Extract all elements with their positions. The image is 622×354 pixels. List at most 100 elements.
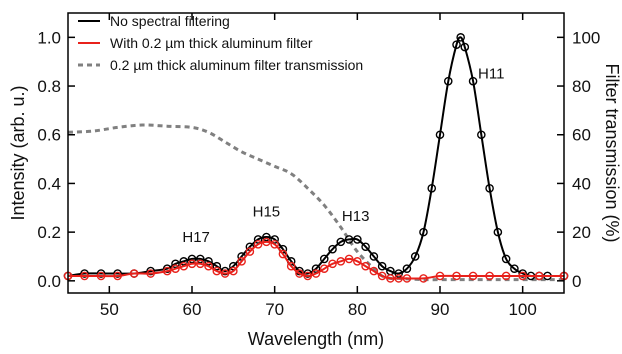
y2-axis-title: Filter transmission (%) xyxy=(602,63,622,242)
unfiltered-data-point xyxy=(456,33,465,42)
y2-tick-label: 40 xyxy=(572,174,591,193)
filtered-data-point xyxy=(80,271,89,281)
y-tick-label: 1.0 xyxy=(37,28,61,47)
unfiltered-data-point xyxy=(80,269,89,278)
unfiltered-data-point xyxy=(460,42,470,52)
unfiltered-data-point xyxy=(204,257,213,266)
unfiltered-data-point xyxy=(501,254,511,264)
filtered-data-point xyxy=(129,269,139,278)
filtered-data-point xyxy=(328,259,337,269)
unfiltered-data-point xyxy=(394,269,403,278)
filtered-data-point xyxy=(229,266,238,276)
unfiltered-data-point xyxy=(419,227,428,237)
filtered-data-point xyxy=(452,271,461,281)
unfiltered-data-point xyxy=(377,261,387,271)
unfiltered-data-point xyxy=(220,266,230,276)
y-tick-label: 0.2 xyxy=(37,223,61,242)
unfiltered-data-point xyxy=(113,269,122,278)
filtered-data-point xyxy=(295,269,304,278)
filtered-data-point xyxy=(262,237,271,247)
filtered-data-point xyxy=(253,240,263,249)
transmission-series-line xyxy=(67,123,564,282)
filtered-data-point xyxy=(286,261,296,271)
filtered-series-group xyxy=(63,237,569,283)
filtered-data-point xyxy=(146,269,155,278)
filtered-data-point xyxy=(270,240,279,249)
filtered-series-line xyxy=(68,240,564,280)
unfiltered-data-point xyxy=(311,264,321,273)
unfiltered-data-point xyxy=(435,130,445,140)
filtered-data-point xyxy=(303,271,313,281)
filtered-data-point xyxy=(96,271,106,281)
filtered-data-point xyxy=(468,271,478,281)
x-tick-label: 70 xyxy=(265,300,284,319)
filtered-data-point xyxy=(187,259,197,269)
unfiltered-data-point xyxy=(485,184,494,193)
filtered-data-point xyxy=(377,271,387,281)
filtered-data-point xyxy=(278,249,288,259)
filtered-data-point xyxy=(419,274,428,283)
unfiltered-data-point xyxy=(361,242,370,252)
unfiltered-data-point xyxy=(162,264,172,273)
filtered-data-point xyxy=(518,271,527,281)
filtered-data-point xyxy=(113,271,122,281)
unfiltered-data-point xyxy=(319,254,329,264)
unfiltered-data-point xyxy=(146,266,155,276)
y2-tick-label: 60 xyxy=(572,126,591,145)
unfiltered-data-point xyxy=(518,269,527,278)
filtered-data-point xyxy=(171,264,180,273)
ticks-group xyxy=(68,13,564,293)
y-tick-label: 0.4 xyxy=(37,174,61,193)
y2-tick-label: 80 xyxy=(572,77,591,96)
unfiltered-data-point xyxy=(510,264,519,273)
unfiltered-data-point xyxy=(336,237,346,247)
unfiltered-data-point xyxy=(262,232,271,242)
unfiltered-data-point xyxy=(96,269,106,278)
annotation-h11: H11 xyxy=(478,66,504,83)
unfiltered-data-point xyxy=(171,259,180,269)
unfiltered-data-point xyxy=(369,252,379,261)
annotation-h17: H17 xyxy=(182,229,210,246)
unfiltered-data-point xyxy=(468,76,478,86)
unfiltered-data-point xyxy=(493,227,503,237)
filtered-data-point xyxy=(353,257,362,266)
filtered-data-point xyxy=(220,269,230,278)
x-tick-label: 60 xyxy=(183,300,202,319)
filtered-data-point xyxy=(212,266,222,276)
unfiltered-data-point xyxy=(477,130,486,140)
legend-label-unfiltered: No spectral filtering xyxy=(110,13,230,29)
filtered-data-point xyxy=(435,271,445,281)
filtered-data-point xyxy=(394,274,403,283)
filtered-data-point xyxy=(195,259,205,269)
legend: No spectral filtering With 0.2 µm thick … xyxy=(78,13,363,73)
x-tick-label: 50 xyxy=(100,300,119,319)
filtered-data-point xyxy=(501,271,511,281)
x-tick-label: 80 xyxy=(348,300,367,319)
annotation-h15: H15 xyxy=(253,203,281,220)
filtered-data-point xyxy=(344,254,354,264)
filtered-data-point xyxy=(162,266,172,276)
y-tick-label: 0.6 xyxy=(37,126,61,145)
unfiltered-data-point xyxy=(410,252,420,261)
unfiltered-data-point xyxy=(443,76,453,86)
legend-label-filtered: With 0.2 µm thick aluminum filter xyxy=(110,35,313,51)
annotation-h13: H13 xyxy=(342,208,370,225)
unfiltered-data-point xyxy=(187,254,197,264)
unfiltered-data-point xyxy=(353,235,362,244)
filtered-data-point xyxy=(319,264,329,273)
legend-label-transmission: 0.2 µm thick aluminum filter transmissio… xyxy=(110,57,363,73)
unfiltered-data-point xyxy=(452,40,461,49)
filtered-data-point xyxy=(485,271,494,281)
filtered-data-point xyxy=(369,266,379,276)
filtered-data-point xyxy=(179,261,189,271)
transmission-series-group xyxy=(67,123,564,282)
unfiltered-data-point xyxy=(195,254,205,264)
plot-frame xyxy=(67,12,565,294)
unfiltered-data-point xyxy=(344,235,354,244)
filtered-data-point xyxy=(245,247,255,256)
y-axis-title: Intensity (arb. u.) xyxy=(8,85,28,220)
unfiltered-data-point xyxy=(212,261,222,271)
unfiltered-data-point xyxy=(179,257,189,266)
